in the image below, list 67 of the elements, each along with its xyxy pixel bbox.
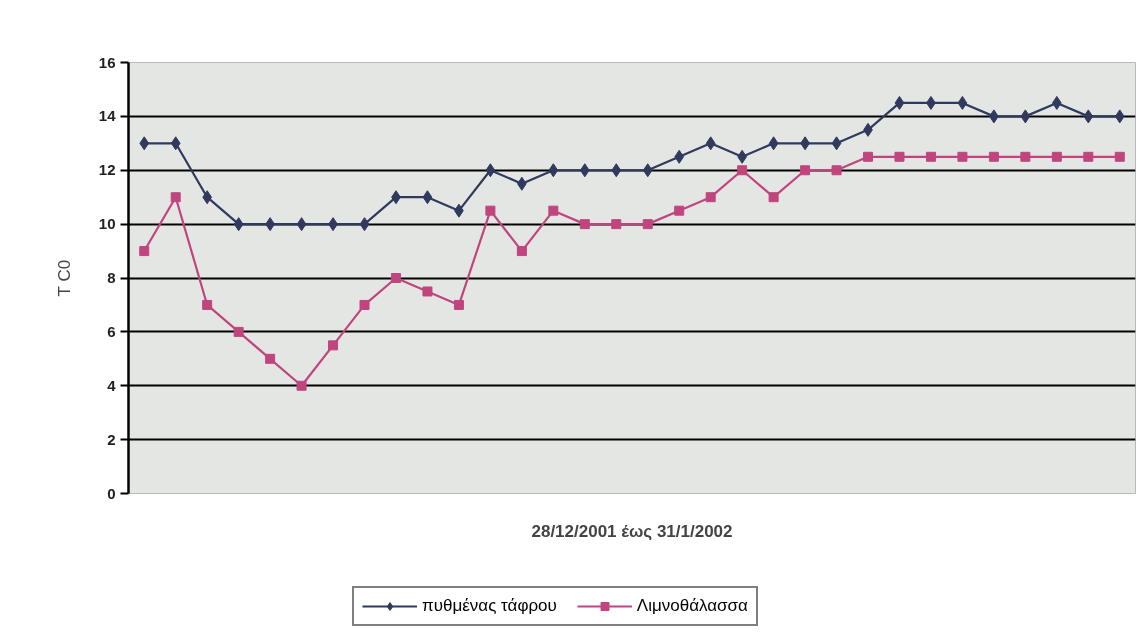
y-tick-label: 4 bbox=[107, 376, 117, 394]
point bbox=[1083, 109, 1094, 124]
point bbox=[674, 205, 685, 216]
point bbox=[1020, 109, 1031, 124]
y-axis-title: T C0 bbox=[54, 259, 74, 297]
point bbox=[831, 136, 842, 151]
point bbox=[233, 326, 244, 337]
point bbox=[359, 217, 370, 232]
point bbox=[328, 340, 339, 351]
point bbox=[1083, 151, 1094, 162]
point bbox=[831, 165, 842, 176]
point bbox=[170, 136, 181, 151]
point bbox=[768, 192, 779, 203]
point bbox=[579, 219, 590, 230]
point bbox=[422, 190, 433, 205]
point bbox=[611, 219, 622, 230]
point bbox=[170, 192, 181, 203]
point bbox=[139, 246, 150, 257]
point bbox=[390, 273, 401, 283]
point bbox=[579, 163, 590, 178]
point bbox=[202, 299, 213, 310]
point bbox=[863, 151, 874, 162]
point bbox=[894, 95, 905, 110]
point bbox=[957, 95, 968, 110]
point bbox=[768, 136, 779, 151]
y-tick-label: 10 bbox=[98, 215, 116, 233]
point bbox=[705, 192, 716, 203]
y-tick-label: 8 bbox=[107, 269, 116, 286]
point bbox=[359, 299, 370, 310]
point bbox=[516, 246, 527, 257]
point bbox=[642, 219, 653, 230]
y-tick-label: 16 bbox=[98, 53, 116, 71]
legend-label: Λιμνοθάλασσα bbox=[636, 596, 748, 616]
point bbox=[1020, 151, 1031, 162]
point bbox=[1114, 151, 1125, 162]
point bbox=[674, 149, 685, 164]
point bbox=[988, 151, 999, 162]
point bbox=[737, 165, 748, 176]
y-tick-label: 14 bbox=[98, 107, 117, 125]
point bbox=[233, 217, 244, 232]
point bbox=[296, 217, 307, 232]
point bbox=[202, 190, 213, 205]
y-tick-label: 6 bbox=[107, 322, 116, 340]
point bbox=[485, 163, 496, 178]
y-tick-label: 2 bbox=[107, 430, 116, 448]
point bbox=[548, 163, 559, 178]
point bbox=[296, 380, 307, 391]
point bbox=[894, 151, 905, 162]
point bbox=[422, 286, 433, 297]
point bbox=[925, 151, 936, 162]
point bbox=[611, 163, 622, 178]
point bbox=[485, 205, 496, 216]
y-tick-label: 0 bbox=[107, 484, 116, 502]
point bbox=[1051, 151, 1062, 162]
x-axis-title: 28/12/2001 έως 31/1/2002 bbox=[531, 521, 733, 541]
legend-label: πυθμένας τάφρου bbox=[422, 596, 557, 616]
point bbox=[800, 165, 811, 176]
y-tick-label: 12 bbox=[98, 161, 116, 179]
point bbox=[705, 136, 716, 151]
point bbox=[1051, 95, 1062, 110]
point bbox=[265, 353, 276, 364]
point bbox=[1114, 109, 1125, 124]
point bbox=[642, 163, 653, 178]
point bbox=[139, 136, 150, 151]
point bbox=[453, 299, 464, 310]
point bbox=[548, 205, 559, 216]
point bbox=[957, 151, 968, 162]
